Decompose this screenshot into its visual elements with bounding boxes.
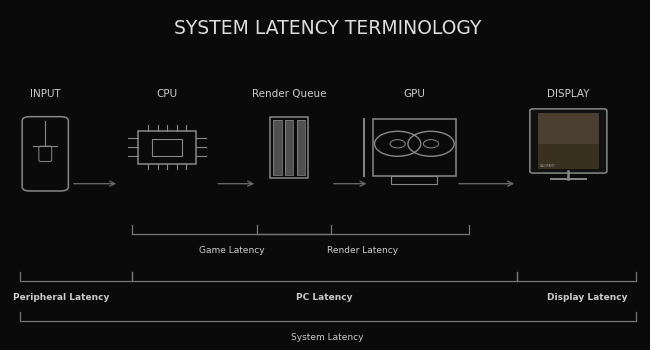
Text: Game Latency: Game Latency [199,246,264,255]
Text: SYSTEM LATENCY TERMINOLOGY: SYSTEM LATENCY TERMINOLOGY [174,19,482,38]
Bar [274,120,281,175]
Bar [274,120,281,175]
Bar [538,113,599,169]
Text: System Latency: System Latency [291,333,364,342]
Bar [285,120,293,175]
Bar [538,144,599,169]
FancyBboxPatch shape [530,109,607,173]
Bar [138,131,196,164]
Text: Render Latency: Render Latency [328,246,398,255]
Text: INPUT: INPUT [30,89,60,99]
Text: DISPLAY: DISPLAY [547,89,590,99]
Bar [297,120,305,175]
Bar [391,176,437,183]
Bar [285,120,293,175]
Bar [152,139,182,156]
Bar [297,120,305,175]
Text: Render Queue: Render Queue [252,89,326,99]
Bar [372,119,456,176]
Text: CPU: CPU [157,89,178,99]
Text: VALORANT: VALORANT [540,164,555,168]
Text: Display Latency: Display Latency [547,293,628,302]
Bar [270,117,309,177]
Text: Peripheral Latency: Peripheral Latency [13,293,109,302]
Text: PC Latency: PC Latency [296,293,353,302]
Text: GPU: GPU [404,89,425,99]
